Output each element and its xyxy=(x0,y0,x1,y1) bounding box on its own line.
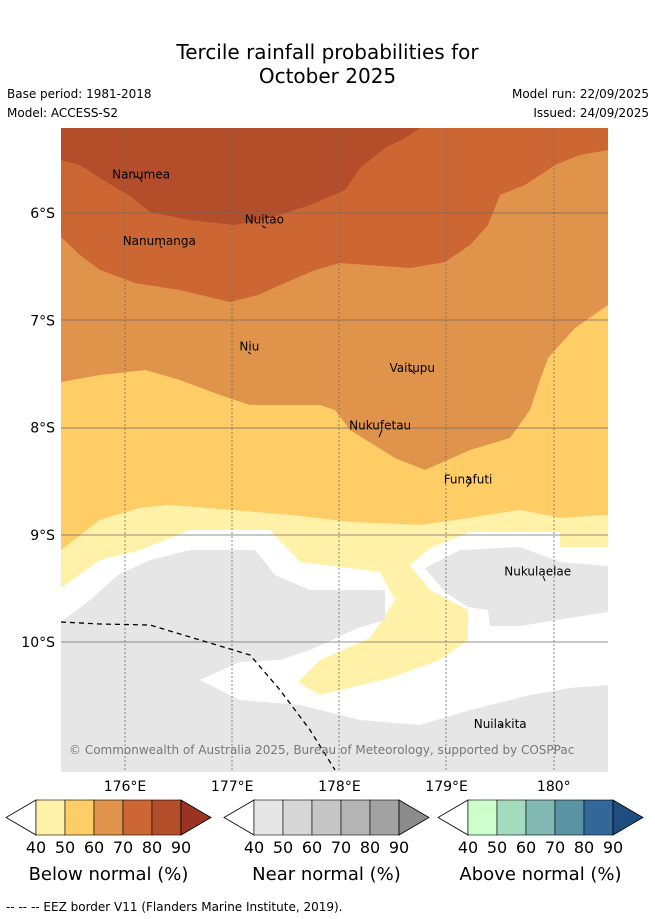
base-period: Base period: 1981-2018 xyxy=(7,87,152,101)
colorbar-low-arrow xyxy=(223,799,255,836)
colorbar-1: 40 50 60 70 80 90 Near normal (%) xyxy=(223,799,430,885)
colorbar-swatch xyxy=(282,799,313,836)
colorbar-tick-label: 40 xyxy=(244,838,264,857)
title-line-2: October 2025 xyxy=(258,64,397,88)
longitude-tick-label: 177°E xyxy=(211,779,254,795)
colorbar-tick-label: 80 xyxy=(142,838,162,857)
below-80-region xyxy=(61,128,420,225)
near-normal-region-east xyxy=(425,547,608,626)
colorbar-low-arrow xyxy=(5,799,37,836)
colorbar-0: 40 50 60 70 80 90 Below normal (%) xyxy=(5,799,212,885)
place-label: Nuitao xyxy=(245,213,284,227)
colorbar-tick-label: 70 xyxy=(331,838,351,857)
place-label: Nanumea xyxy=(112,168,170,182)
colorbar-low-arrow xyxy=(437,799,469,836)
place-label: Nuilakita xyxy=(474,717,527,731)
probability-fields: © Commonwealth of Australia 2025, Bureau… xyxy=(61,128,608,772)
longitude-tick-label: 179°E xyxy=(425,779,468,795)
colorbar-tick-label: 40 xyxy=(26,838,46,857)
longitude-labels: 176°E 177°E 178°E 179°E 180° xyxy=(104,779,571,795)
place-label: Vaitupu xyxy=(390,361,436,375)
rainfall-map: © Commonwealth of Australia 2025, Bureau… xyxy=(5,128,644,885)
colorbar-swatch xyxy=(583,799,614,836)
map-title: Tercile rainfall probabilities for Octob… xyxy=(0,40,655,88)
colorbar-tick-label: 90 xyxy=(603,838,623,857)
colorbar-tick-label: 70 xyxy=(113,838,133,857)
colorbar-swatch xyxy=(35,799,66,836)
colorbar-tick-label: 70 xyxy=(545,838,565,857)
colorbar-swatch xyxy=(554,799,585,836)
colorbar-legends: 40 50 60 70 80 90 Below normal (%) 40 50 60 70 80 90… xyxy=(5,799,644,885)
colorbar-swatch xyxy=(496,799,527,836)
colorbar-tick-label: 60 xyxy=(516,838,536,857)
gridlines xyxy=(61,212,608,643)
place-label: Nukulaelae xyxy=(504,565,571,579)
colorbar-swatch xyxy=(64,799,95,836)
colorbar-tick-label: 60 xyxy=(84,838,104,857)
island-outlines xyxy=(133,175,546,727)
latitude-labels: 6°S 7°S 8°S 9°S 10°S xyxy=(21,206,55,651)
colorbar-tick-label: 90 xyxy=(171,838,191,857)
colorbar-swatch xyxy=(340,799,371,836)
model-name: Model: ACCESS-S2 xyxy=(7,106,119,120)
colorbar-title: Near normal (%) xyxy=(252,864,401,885)
colorbar-swatch xyxy=(311,799,342,836)
colorbar-tick-label: 80 xyxy=(360,838,380,857)
below-40-region xyxy=(61,505,608,695)
longitude-tick-label: 178°E xyxy=(318,779,361,795)
eez-border-line xyxy=(61,621,336,771)
issued-date: Issued: 24/09/2025 xyxy=(533,106,649,120)
colorbar-swatch xyxy=(151,799,182,836)
colorbar-swatch xyxy=(253,799,284,836)
near-normal-region-west xyxy=(61,550,608,772)
place-label: Niu xyxy=(239,339,259,353)
colorbar-swatch xyxy=(122,799,153,836)
model-run: Model run: 22/09/2025 xyxy=(511,87,649,101)
title-line-1: Tercile rainfall probabilities for xyxy=(176,40,479,64)
colorbar-title: Below normal (%) xyxy=(29,864,189,885)
longitude-tick-label: 176°E xyxy=(104,779,147,795)
colorbar-swatch xyxy=(467,799,498,836)
colorbar-tick-label: 50 xyxy=(487,838,507,857)
colorbar-swatch xyxy=(525,799,556,836)
latitude-tick-label: 10°S xyxy=(21,635,55,651)
place-label: Nukufetau xyxy=(349,419,411,433)
place-label: Funafuti xyxy=(444,472,493,486)
colorbar-title: Above normal (%) xyxy=(459,864,621,885)
latitude-tick-label: 6°S xyxy=(30,206,55,222)
colorbar-tick-label: 40 xyxy=(458,838,478,857)
colorbar-swatch xyxy=(369,799,400,836)
colorbar-tick-label: 90 xyxy=(389,838,409,857)
colorbar-swatch xyxy=(93,799,124,836)
longitude-tick-label: 180° xyxy=(537,779,571,795)
colorbar-high-arrow xyxy=(612,799,644,836)
colorbar-high-arrow xyxy=(180,799,212,836)
latitude-tick-label: 8°S xyxy=(30,421,55,437)
eez-legend: -- -- -- EEZ border V11 (Flanders Marine… xyxy=(6,900,343,914)
colorbar-high-arrow xyxy=(398,799,430,836)
copyright-notice: © Commonwealth of Australia 2025, Bureau… xyxy=(69,743,574,757)
colorbar-tick-label: 80 xyxy=(574,838,594,857)
colorbar-2: 40 50 60 70 80 90 Above normal (%) xyxy=(437,799,644,885)
latitude-tick-label: 7°S xyxy=(30,313,55,329)
colorbar-tick-label: 50 xyxy=(273,838,293,857)
longitude-gridlines xyxy=(124,128,555,772)
place-label: Nanumanga xyxy=(123,234,196,248)
colorbar-tick-label: 50 xyxy=(55,838,75,857)
place-labels: Nanumea Nuitao Nanumanga Niu Vaitupu Nukufeta… xyxy=(112,168,571,731)
colorbar-tick-label: 60 xyxy=(302,838,322,857)
latitude-tick-label: 9°S xyxy=(30,528,55,544)
